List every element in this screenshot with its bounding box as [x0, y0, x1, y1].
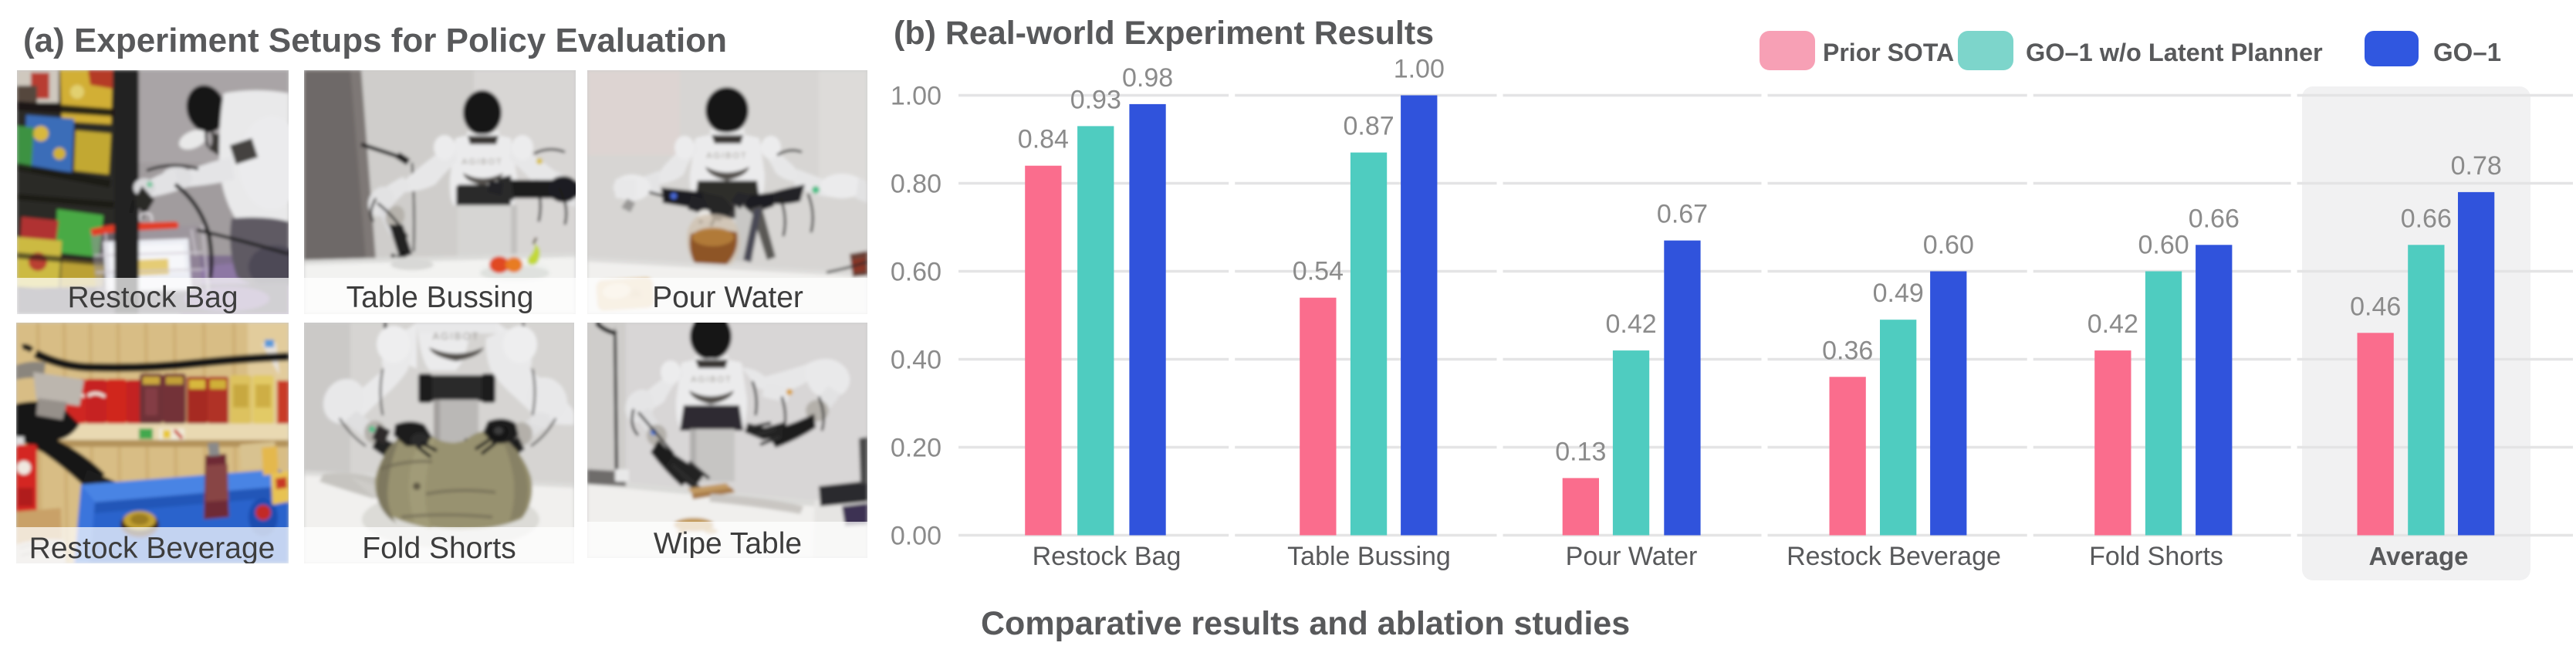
- svg-text:AGIBOT: AGIBOT: [691, 375, 732, 384]
- svg-text:0.42: 0.42: [2088, 309, 2138, 339]
- svg-text:Comparative results and ablati: Comparative results and ablation studies: [981, 605, 1630, 642]
- svg-text:0.36: 0.36: [1822, 336, 1873, 365]
- svg-text:0.66: 0.66: [2401, 204, 2452, 233]
- svg-text:1.00: 1.00: [891, 82, 941, 111]
- svg-text:Restock Bag: Restock Bag: [67, 281, 238, 314]
- svg-text:Restock Bag: Restock Bag: [1033, 542, 1182, 571]
- svg-text:0.42: 0.42: [1606, 309, 1657, 339]
- svg-text:0.66: 0.66: [2189, 204, 2240, 233]
- svg-text:Average: Average: [2368, 542, 2468, 570]
- svg-text:0.40: 0.40: [891, 346, 941, 375]
- svg-text:Pour Water: Pour Water: [1566, 542, 1698, 571]
- svg-text:Restock Beverage: Restock Beverage: [29, 532, 276, 565]
- svg-text:Pour Water: Pour Water: [652, 281, 803, 314]
- svg-text:0.87: 0.87: [1344, 112, 1394, 141]
- svg-text:AGIBOT: AGIBOT: [461, 157, 503, 167]
- svg-text:0.60: 0.60: [1923, 231, 1974, 260]
- svg-text:0.98: 0.98: [1122, 63, 1173, 93]
- svg-text:AGIBOT: AGIBOT: [432, 330, 479, 342]
- svg-text:0.93: 0.93: [1070, 85, 1121, 114]
- svg-text:0.13: 0.13: [1555, 437, 1606, 466]
- svg-text:0.49: 0.49: [1873, 279, 1924, 308]
- svg-text:1.00: 1.00: [1394, 55, 1445, 84]
- svg-text:0.80: 0.80: [891, 170, 941, 199]
- svg-text:0.46: 0.46: [2350, 292, 2401, 321]
- svg-text:GO–1: GO–1: [2433, 38, 2501, 66]
- svg-text:Table Bussing: Table Bussing: [347, 281, 534, 314]
- svg-text:Wipe Table: Wipe Table: [654, 527, 802, 560]
- svg-text:0.00: 0.00: [891, 522, 941, 551]
- svg-text:0.20: 0.20: [891, 434, 941, 463]
- svg-text:0.78: 0.78: [2451, 151, 2502, 181]
- svg-text:Table Bussing: Table Bussing: [1287, 542, 1451, 571]
- svg-text:AGIBOT: AGIBOT: [706, 151, 748, 161]
- svg-text:0.67: 0.67: [1657, 200, 1708, 229]
- svg-text:0.54: 0.54: [1293, 257, 1344, 286]
- svg-text:0.84: 0.84: [1018, 125, 1069, 154]
- svg-text:0.60: 0.60: [891, 258, 941, 287]
- svg-text:GO–1 w/o Latent Planner: GO–1 w/o Latent Planner: [2026, 39, 2323, 66]
- svg-text:Fold Shorts: Fold Shorts: [362, 532, 516, 565]
- svg-text:Prior SOTA: Prior SOTA: [1823, 39, 1954, 66]
- svg-text:0.60: 0.60: [2138, 231, 2189, 260]
- svg-text:Restock Beverage: Restock Beverage: [1787, 542, 2001, 571]
- svg-text:Fold Shorts: Fold Shorts: [2089, 542, 2223, 571]
- svg-text:(a) Experiment Setups for Poli: (a) Experiment Setups for Policy Evaluat…: [23, 22, 727, 59]
- svg-text:(b) Real-world Experiment Resu: (b) Real-world Experiment Results: [894, 15, 1434, 52]
